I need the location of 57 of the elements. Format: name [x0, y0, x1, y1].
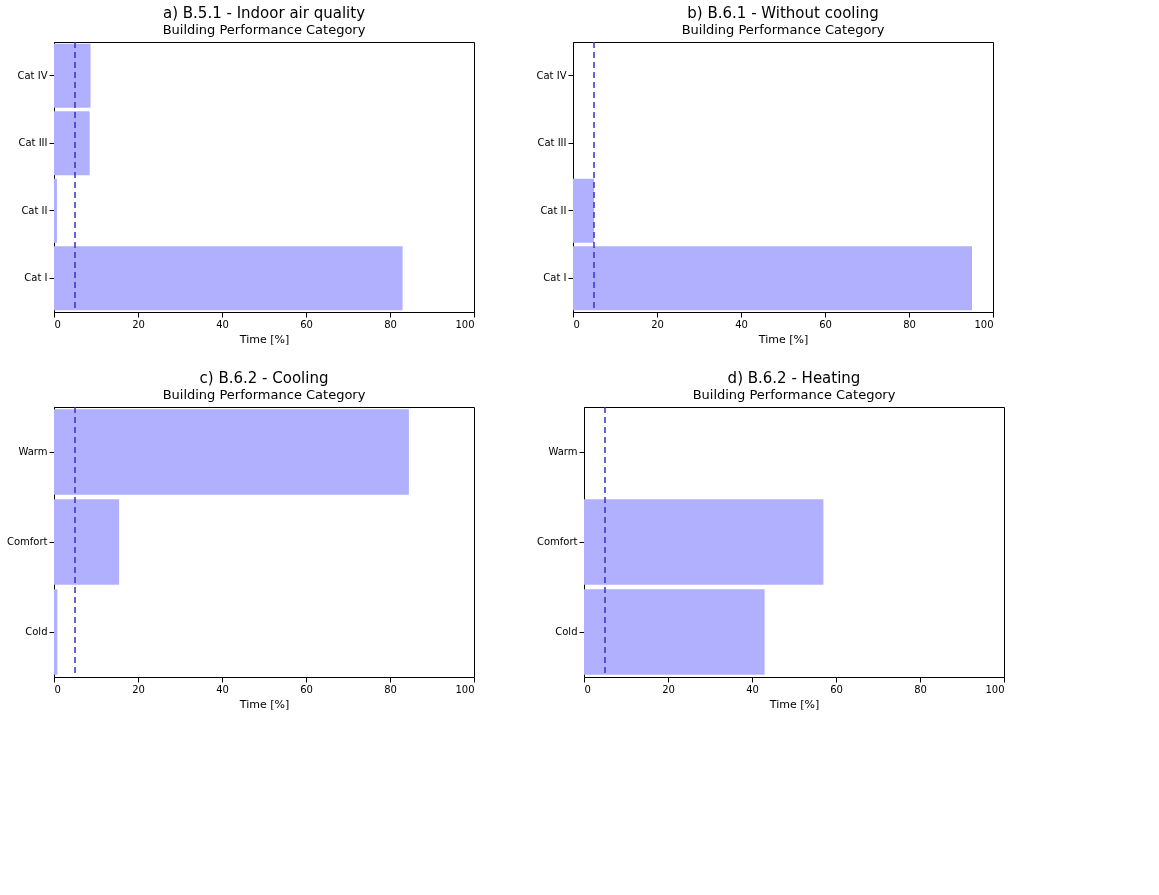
x-tick-label: 40: [216, 683, 229, 695]
y-tick-label: Cat IV: [17, 69, 48, 81]
chart-subtitle: Building Performance Category: [692, 387, 896, 403]
y-tick-label: Cold: [25, 626, 48, 637]
chart-subtitle: Building Performance Category: [162, 22, 366, 38]
y-tick-label: Cat II: [540, 204, 567, 216]
y-tick-label: Cat II: [21, 204, 48, 216]
x-tick-label: 20: [132, 683, 145, 695]
x-tick-label: 80: [384, 683, 397, 695]
x-tick-label: 60: [819, 318, 832, 330]
chart-subtitle: Building Performance Category: [162, 387, 366, 403]
bar: [54, 43, 91, 108]
x-tick-label: 60: [300, 318, 313, 330]
x-axis-title: Time [%]: [238, 332, 290, 346]
x-tick-label: 20: [662, 683, 675, 695]
y-tick-label: Comfort: [6, 536, 48, 547]
x-tick-label: 40: [216, 318, 229, 330]
chart-title: a) B.5.1 - Indoor air quality: [162, 4, 366, 23]
y-tick-label: Cat IV: [536, 69, 567, 81]
bar: [54, 409, 409, 495]
y-tick-label: Cat I: [24, 272, 48, 284]
x-axis-title: Time [%]: [757, 332, 809, 346]
y-tick-label: Warm: [548, 446, 578, 457]
y-tick-label: Cold: [555, 626, 578, 637]
x-tick-label: 100: [974, 318, 994, 330]
x-tick-label: 20: [132, 318, 145, 330]
x-tick-label: 80: [903, 318, 916, 330]
bar: [54, 499, 120, 585]
x-tick-label: 100: [455, 318, 475, 330]
x-tick-label: 0: [54, 683, 61, 695]
bar: [54, 111, 90, 176]
y-tick-label: Comfort: [536, 536, 578, 547]
x-axis-title: Time [%]: [768, 697, 820, 711]
x-tick-label: 0: [54, 318, 61, 330]
x-tick-label: 0: [573, 318, 580, 330]
x-tick-label: 100: [455, 683, 475, 695]
y-tick-label: Warm: [18, 446, 48, 457]
x-tick-label: 0: [584, 683, 591, 695]
chart-title: b) B.6.1 - Without cooling: [687, 4, 879, 23]
chart-title: d) B.6.2 - Heating: [727, 369, 861, 388]
y-tick-label: Cat I: [543, 272, 567, 284]
chart-subtitle: Building Performance Category: [681, 22, 885, 38]
x-axis-title: Time [%]: [238, 697, 290, 711]
x-tick-label: 20: [651, 318, 664, 330]
y-tick-label: Cat III: [537, 137, 567, 149]
chart-title: c) B.6.2 - Cooling: [199, 369, 329, 388]
bar: [54, 589, 58, 675]
x-tick-label: 80: [914, 683, 927, 695]
x-tick-label: 60: [300, 683, 313, 695]
x-tick-label: 60: [830, 683, 843, 695]
x-tick-label: 40: [735, 318, 748, 330]
x-tick-label: 80: [384, 318, 397, 330]
bar: [54, 246, 403, 311]
x-tick-label: 40: [746, 683, 759, 695]
bar: [54, 178, 57, 243]
y-tick-label: Cat III: [18, 137, 48, 149]
x-tick-label: 100: [985, 683, 1005, 695]
